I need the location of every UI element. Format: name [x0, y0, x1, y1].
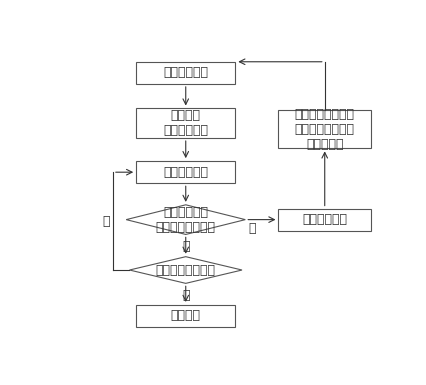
Text: 记录调控时间，计
算各个调控时间段
的电量消耗: 记录调控时间，计 算各个调控时间段 的电量消耗: [294, 108, 354, 151]
Text: 否: 否: [102, 214, 109, 228]
Polygon shape: [126, 205, 245, 234]
FancyBboxPatch shape: [136, 305, 235, 327]
FancyBboxPatch shape: [278, 110, 370, 149]
Text: 调整控制参数: 调整控制参数: [302, 213, 346, 226]
FancyBboxPatch shape: [136, 161, 235, 183]
FancyBboxPatch shape: [136, 109, 235, 138]
Text: 根据控制
参数进行控制: 根据控制 参数进行控制: [163, 109, 208, 137]
Text: 判断是否超过
预定参数误差范围: 判断是否超过 预定参数误差范围: [155, 206, 215, 234]
Text: 导入控制参数: 导入控制参数: [163, 66, 208, 79]
Text: 否: 否: [181, 240, 189, 253]
Text: 采集环境参数: 采集环境参数: [163, 166, 208, 179]
FancyBboxPatch shape: [136, 62, 235, 84]
Text: 是: 是: [181, 289, 189, 302]
Text: 完成化成: 完成化成: [170, 310, 200, 323]
Text: 判断是否完成化成: 判断是否完成化成: [155, 263, 215, 276]
FancyBboxPatch shape: [278, 209, 370, 231]
Polygon shape: [129, 257, 242, 283]
Text: 是: 是: [248, 222, 256, 235]
